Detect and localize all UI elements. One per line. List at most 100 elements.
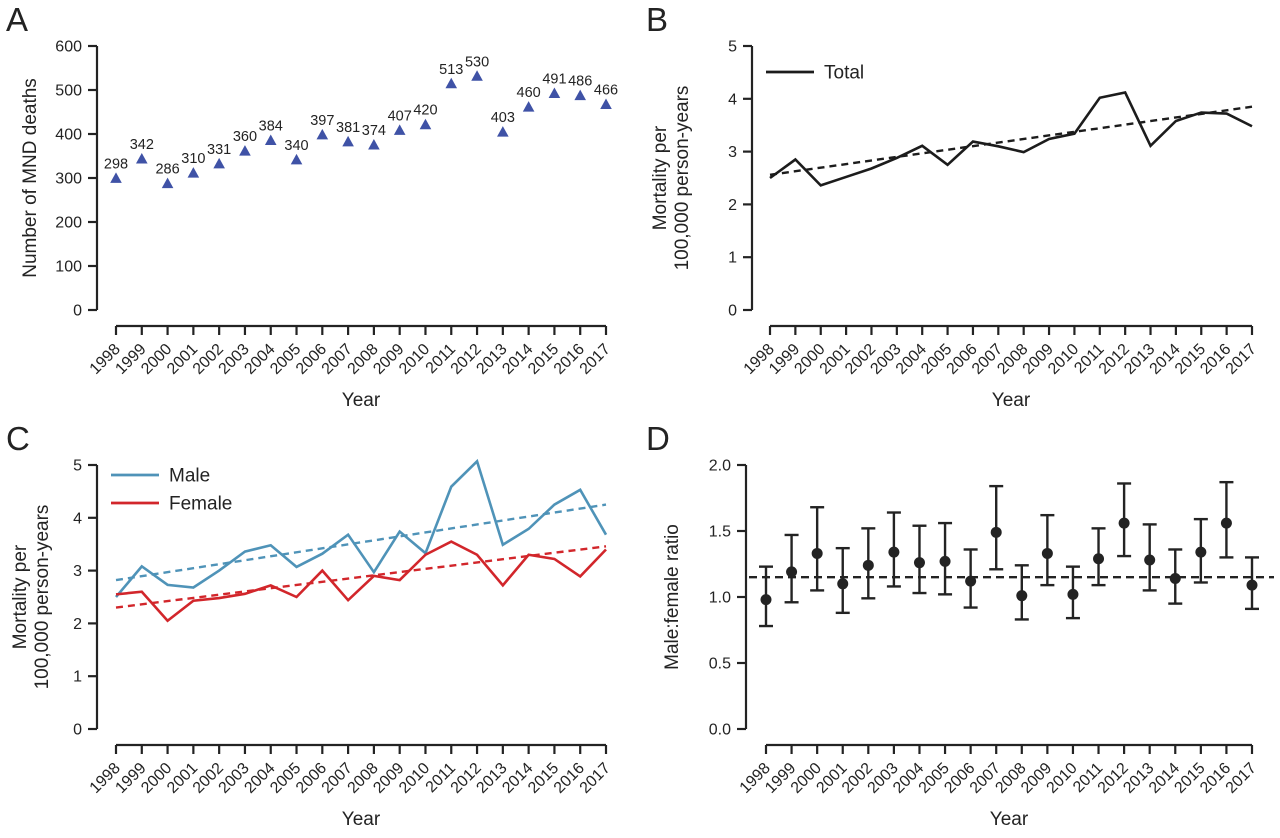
panel-letter-d: D (646, 420, 670, 457)
data-point-triangle (471, 70, 483, 81)
x-tick-label: 2017 (577, 760, 614, 797)
data-point (965, 575, 977, 587)
data-point (786, 566, 798, 578)
data-point (811, 547, 823, 559)
legend-label-female: Female (169, 494, 232, 515)
y-tick-label: 600 (55, 39, 82, 56)
data-point-label: 384 (259, 119, 283, 135)
legend-label-total: Total (824, 63, 864, 84)
legend-label-male: Male (169, 466, 210, 487)
y-axis-title: Mortality per (650, 125, 671, 230)
data-point-triangle (264, 134, 277, 146)
data-point-label: 286 (155, 162, 179, 178)
y-tick-label: 1.0 (709, 590, 731, 607)
data-point-label: 360 (233, 129, 257, 145)
y-tick-label: 0 (728, 303, 737, 320)
female-line (115, 540, 607, 623)
male-trend-line (115, 503, 607, 582)
data-point-triangle (187, 167, 200, 178)
data-point-triangle (419, 118, 432, 130)
data-point (1144, 554, 1156, 566)
data-point-triangle (161, 177, 174, 189)
panel-letter-c: C (6, 420, 30, 457)
data-point (1093, 553, 1105, 565)
data-point-label: 397 (310, 113, 334, 129)
y-axis-title: Male:female ratio (662, 524, 683, 670)
y-tick-label: 1 (728, 250, 737, 267)
data-point (862, 559, 874, 571)
panel-a: A 0 100 200 300 400 500 600 1998 1999 2000 2001 200… (0, 0, 640, 419)
panel-letter-a: A (6, 1, 29, 38)
y-tick-label: 2.0 (709, 458, 731, 475)
y-tick-label: 500 (55, 83, 82, 100)
total-line (769, 90, 1253, 187)
data-point-label: 530 (465, 54, 489, 70)
y-tick-label: 1.5 (709, 524, 731, 541)
data-point-triangle (342, 135, 354, 147)
panel-c: C 0 1 2 3 4 5 1998 1999 2000 2001 2002 2003 2004 2005… (0, 419, 640, 838)
data-point-triangle (290, 153, 303, 165)
data-point-triangle (316, 128, 329, 140)
y-tick-label: 100 (55, 259, 82, 276)
data-point-triangle (497, 126, 509, 137)
data-point (990, 526, 1002, 538)
data-point (913, 557, 925, 569)
y-tick-label: 0.5 (709, 656, 731, 673)
y-tick-label: 200 (55, 215, 82, 232)
y-tick-label: 3 (728, 144, 737, 161)
data-point-label: 403 (491, 110, 515, 126)
panel-b: B 0 1 2 3 4 5 1998 1999 2000 2001 2002 2003 2004 2005… (640, 0, 1280, 419)
data-point-triangle (368, 138, 380, 150)
y-tick-label: 1 (73, 669, 82, 686)
y-tick-label: 0 (73, 303, 82, 320)
data-point-triangle (135, 153, 148, 164)
data-point-label: 381 (336, 120, 360, 136)
female-trend-line (115, 545, 607, 609)
data-point-triangle (239, 145, 251, 156)
y-tick-label: 5 (73, 458, 82, 475)
y-tick-label: 0 (73, 722, 82, 739)
data-point-label: 298 (104, 156, 128, 172)
panel-d: D 0.0 0.5 1.0 1.5 2.0 1998 1999 2000 2001 2002 200… (640, 419, 1280, 838)
x-axis-title: Year (990, 809, 1029, 830)
y-tick-label: 5 (728, 39, 737, 56)
data-point (1220, 517, 1232, 529)
data-point-label: 342 (130, 137, 154, 153)
data-point-triangle (574, 89, 587, 101)
data-point-triangle (600, 98, 612, 109)
data-point (1067, 588, 1079, 600)
data-point-label: 486 (568, 74, 592, 90)
male-line (115, 458, 608, 598)
data-point-label: 460 (517, 85, 541, 101)
data-point-triangle (445, 77, 458, 89)
chart-d-sex-ratio: 0.00.51.01.52.01998199920002001200220032… (662, 458, 1274, 830)
y-tick-label: 3 (73, 563, 82, 580)
total-trend-line (769, 105, 1253, 177)
y-axis-title: Mortality per (10, 544, 31, 649)
data-point (888, 546, 900, 558)
data-point-triangle (213, 157, 225, 169)
data-point-label: 407 (388, 108, 412, 124)
x-axis-title: Year (342, 809, 381, 830)
data-point (1041, 547, 1053, 559)
data-point-label: 310 (181, 151, 205, 167)
data-point-label: 331 (207, 142, 231, 158)
data-point (939, 555, 951, 567)
y-tick-label: 0.0 (709, 722, 731, 739)
data-point-label: 491 (542, 71, 566, 87)
x-tick-label: 2017 (1223, 760, 1260, 797)
chart-c-sex-mortality: 0123451998199920002001200220032004200520… (10, 458, 614, 831)
x-axis-title: Year (992, 390, 1031, 411)
data-point (837, 578, 849, 590)
data-point-label: 374 (362, 123, 386, 139)
data-point-triangle (393, 124, 406, 135)
data-point-label: 340 (284, 138, 308, 154)
data-point-label: 420 (413, 103, 437, 119)
x-tick-label: 2017 (1223, 341, 1260, 378)
data-point (1169, 573, 1181, 585)
data-point (1016, 590, 1028, 602)
data-point-triangle (110, 172, 122, 183)
data-point-triangle (522, 101, 535, 112)
data-point-label: 466 (594, 82, 618, 98)
